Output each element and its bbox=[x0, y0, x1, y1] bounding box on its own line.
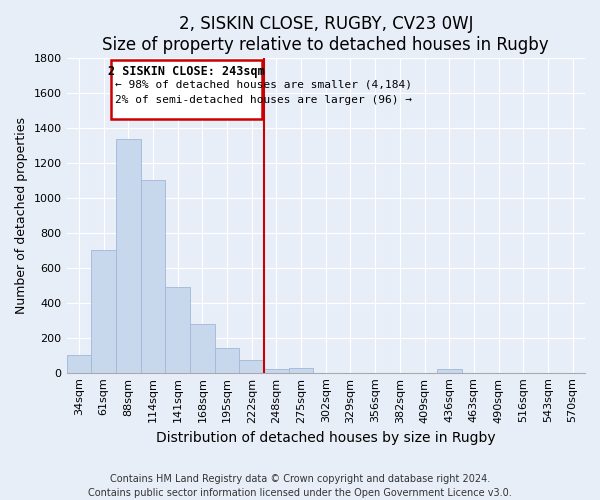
Bar bbox=[437, 369, 461, 372]
Bar bbox=[165, 287, 190, 372]
Title: 2, SISKIN CLOSE, RUGBY, CV23 0WJ
Size of property relative to detached houses in: 2, SISKIN CLOSE, RUGBY, CV23 0WJ Size of… bbox=[103, 15, 549, 54]
Text: ← 98% of detached houses are smaller (4,184): ← 98% of detached houses are smaller (4,… bbox=[115, 79, 412, 89]
Bar bbox=[91, 250, 116, 372]
Y-axis label: Number of detached properties: Number of detached properties bbox=[15, 117, 28, 314]
Bar bbox=[140, 180, 165, 372]
Bar bbox=[289, 368, 313, 372]
Bar bbox=[264, 369, 289, 372]
FancyBboxPatch shape bbox=[111, 60, 262, 120]
X-axis label: Distribution of detached houses by size in Rugby: Distribution of detached houses by size … bbox=[156, 431, 496, 445]
Bar bbox=[239, 360, 264, 372]
Bar bbox=[116, 138, 140, 372]
Text: 2% of semi-detached houses are larger (96) →: 2% of semi-detached houses are larger (9… bbox=[115, 95, 412, 105]
Text: Contains HM Land Registry data © Crown copyright and database right 2024.
Contai: Contains HM Land Registry data © Crown c… bbox=[88, 474, 512, 498]
Bar bbox=[67, 355, 91, 372]
Bar bbox=[215, 348, 239, 372]
Text: 2 SISKIN CLOSE: 243sqm: 2 SISKIN CLOSE: 243sqm bbox=[108, 65, 265, 78]
Bar bbox=[190, 324, 215, 372]
